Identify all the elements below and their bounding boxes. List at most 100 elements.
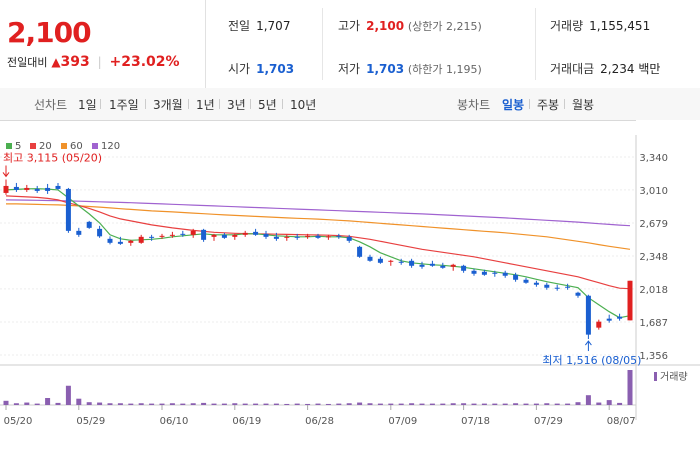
grid [0,120,700,450]
candle [242,232,248,235]
candle [336,235,342,237]
volume-bar [221,403,227,405]
range-3y[interactable]: 3년 [227,98,246,112]
volume-bar [65,385,71,405]
volume-bar [211,403,217,405]
volume-bar [461,403,467,405]
candle [273,236,279,239]
candle [388,260,394,262]
volume-bar [617,402,623,405]
candle [544,284,550,288]
volume-bar [315,403,321,405]
candle [461,265,467,271]
volume-bar [34,403,40,405]
divider [564,99,565,109]
range-10y[interactable]: 10년 [290,98,317,112]
candle [232,234,238,237]
volume-bar [169,403,175,405]
volume-bar [3,400,9,405]
legend-label-20: 20 [39,141,52,152]
candle [34,188,40,191]
volume-info: 거래량 1,155,451 [550,17,650,34]
volume-bar [273,403,279,405]
prev-close-label: 전일 [228,19,251,33]
current-price: 2,100 [7,16,92,49]
volume-bar [294,403,300,405]
legend-label-120: 120 [101,141,120,152]
divider [250,99,251,109]
up-arrow-icon: ▲ [51,55,61,69]
candle-daily[interactable]: 일봉 [502,98,525,112]
volume-bar [180,403,186,405]
y-axis-ticks: 3,340 3,010 2,679 2,348 2,018 1,687 1,356 [639,153,668,362]
candle [502,272,508,276]
legend-swatch [6,143,12,149]
volume-bar [513,403,519,405]
range-1y[interactable]: 1년 [196,98,215,112]
volume-bar [481,403,487,405]
volume-bar [253,403,259,405]
x-tick-label: 05/20 [4,416,33,427]
volume-bar [159,403,165,405]
divider [322,8,323,80]
candle [159,235,165,237]
volume-legend-label: 거래량 [660,371,688,383]
line-chart-label: 선차트 [34,98,68,112]
candle [76,230,82,235]
change-label: 전일대비 [7,56,48,69]
candle [533,282,539,285]
legend-swatch [92,143,98,149]
low-annotation: 최저 1,516 (08/05) [542,354,641,367]
x-axis-ticks: 05/20 05/29 06/10 06/19 06/28 07/09 07/18 07/29… [4,405,636,427]
volume-bar [190,403,196,405]
volume-bar [429,403,435,405]
candle [253,231,259,235]
candle [513,274,519,280]
upper-limit: (상한가 2,215) [407,20,482,33]
candle [357,246,363,257]
range-3m[interactable]: 3개월 [153,98,183,112]
volume-bar [523,403,529,405]
y-tick-label: 1,356 [639,351,668,362]
candle [180,233,186,235]
volume-bar [596,402,602,405]
volume-bar [565,403,571,405]
amount-info: 거래대금 2,234 백만 [550,60,660,77]
candle [367,256,373,261]
prev-close-value: 1,707 [256,19,291,33]
low-arrow-head-icon [585,340,592,346]
candle-monthly[interactable]: 월봉 [572,98,595,112]
change-percent: +23.02% [109,54,180,70]
volume-bar [450,403,456,405]
volume-bar [367,403,373,405]
ma5-line [5,188,631,319]
volume-bar [533,403,539,405]
low-value: 1,703 [366,62,405,76]
candle [596,321,602,328]
volume-bar [409,403,415,405]
volume-bar [388,403,394,405]
y-tick-label: 3,010 [639,186,668,197]
candle [117,241,123,244]
range-1w[interactable]: 1주일 [109,98,139,112]
x-tick-label: 07/29 [534,416,563,427]
volume-bar [55,402,61,405]
candle [86,221,92,228]
range-1d[interactable]: 1일 [78,98,97,112]
divider [145,99,146,109]
candle [429,263,435,266]
divider [282,99,283,109]
y-tick-label: 2,348 [639,252,668,263]
x-tick-label: 07/09 [388,416,417,427]
volume-bar [263,403,269,405]
volume-bar [357,402,363,405]
volume-bar [107,403,113,405]
candle-weekly[interactable]: 주봉 [537,98,560,112]
volume-bar [471,403,477,405]
candle [492,272,498,274]
range-5y[interactable]: 5년 [258,98,277,112]
x-tick-label: 06/28 [305,416,334,427]
open-value: 1,703 [256,62,295,76]
candle [190,230,196,235]
candle [55,185,61,189]
